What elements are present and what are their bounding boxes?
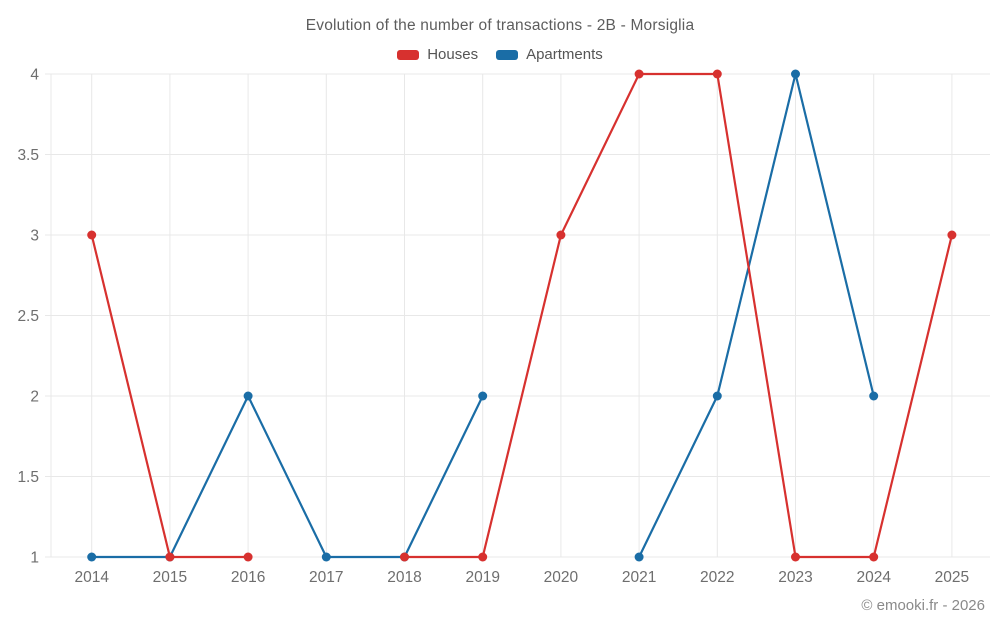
y-axis-tick-label: 2 — [30, 388, 39, 405]
apartments-marker-2014[interactable] — [87, 552, 97, 562]
houses-marker-2023[interactable] — [791, 552, 800, 562]
y-axis-tick-label: 4 — [30, 66, 39, 83]
x-axis-tick-label: 2024 — [856, 569, 891, 586]
houses-marker-2021[interactable] — [634, 69, 644, 79]
legend-item-apartments[interactable]: Apartments — [496, 46, 603, 63]
houses-marker-2014[interactable] — [87, 230, 97, 240]
apartments-marker-2021[interactable] — [634, 552, 644, 562]
y-axis-tick-label: 3.5 — [17, 147, 39, 164]
x-axis-tick-label: 2023 — [778, 569, 812, 586]
legend-label-houses: Houses — [427, 46, 479, 63]
legend-label-apartments: Apartments — [526, 46, 603, 63]
apartments-legend-swatch-icon — [496, 49, 519, 60]
x-axis-tick-label: 2020 — [544, 569, 579, 586]
x-axis-tick-label: 2014 — [74, 569, 109, 586]
y-axis-tick-label: 2.5 — [17, 308, 39, 325]
houses-marker-2018[interactable] — [400, 552, 409, 562]
y-axis-tick-label: 3 — [30, 227, 39, 244]
apartments-line — [90, 72, 875, 559]
houses-marker-2020[interactable] — [556, 230, 566, 240]
apartments-marker-2022[interactable] — [712, 391, 722, 401]
houses-legend-swatch-icon — [397, 49, 420, 60]
houses-marker-2015[interactable] — [165, 552, 175, 562]
x-axis-tick-label: 2015 — [153, 569, 187, 586]
x-axis-tick-label: 2018 — [387, 569, 421, 586]
x-axis-tick-label: 2021 — [622, 569, 656, 586]
y-axis-tick-label: 1 — [30, 549, 39, 566]
chart-title: Evolution of the number of transactions … — [305, 17, 695, 34]
apartments-marker-2017[interactable] — [321, 552, 331, 562]
houses-marker-2022[interactable] — [712, 69, 722, 79]
x-axis-tick-label: 2022 — [700, 569, 734, 586]
y-axis-tick-label: 1.5 — [17, 469, 39, 486]
legend-item-houses[interactable]: Houses — [397, 46, 478, 63]
legend: Houses Apartments — [0, 46, 1000, 63]
houses-marker-2024[interactable] — [869, 552, 879, 562]
x-axis-tick-label: 2016 — [231, 569, 265, 586]
watermark: © emooki.fr - 2026 — [861, 597, 985, 614]
x-axis-tick-label: 2025 — [935, 569, 969, 586]
apartments-marker-2019[interactable] — [478, 391, 488, 401]
houses-marker-2016[interactable] — [243, 552, 253, 562]
houses-marker-2025[interactable] — [947, 230, 957, 240]
x-axis-tick-label: 2019 — [465, 569, 499, 586]
apartments-marker-2023[interactable] — [791, 69, 800, 79]
apartments-marker-2024[interactable] — [869, 391, 879, 401]
apartments-marker-2016[interactable] — [243, 391, 253, 401]
x-axis-tick-label: 2017 — [309, 569, 343, 586]
houses-marker-2019[interactable] — [478, 552, 488, 562]
